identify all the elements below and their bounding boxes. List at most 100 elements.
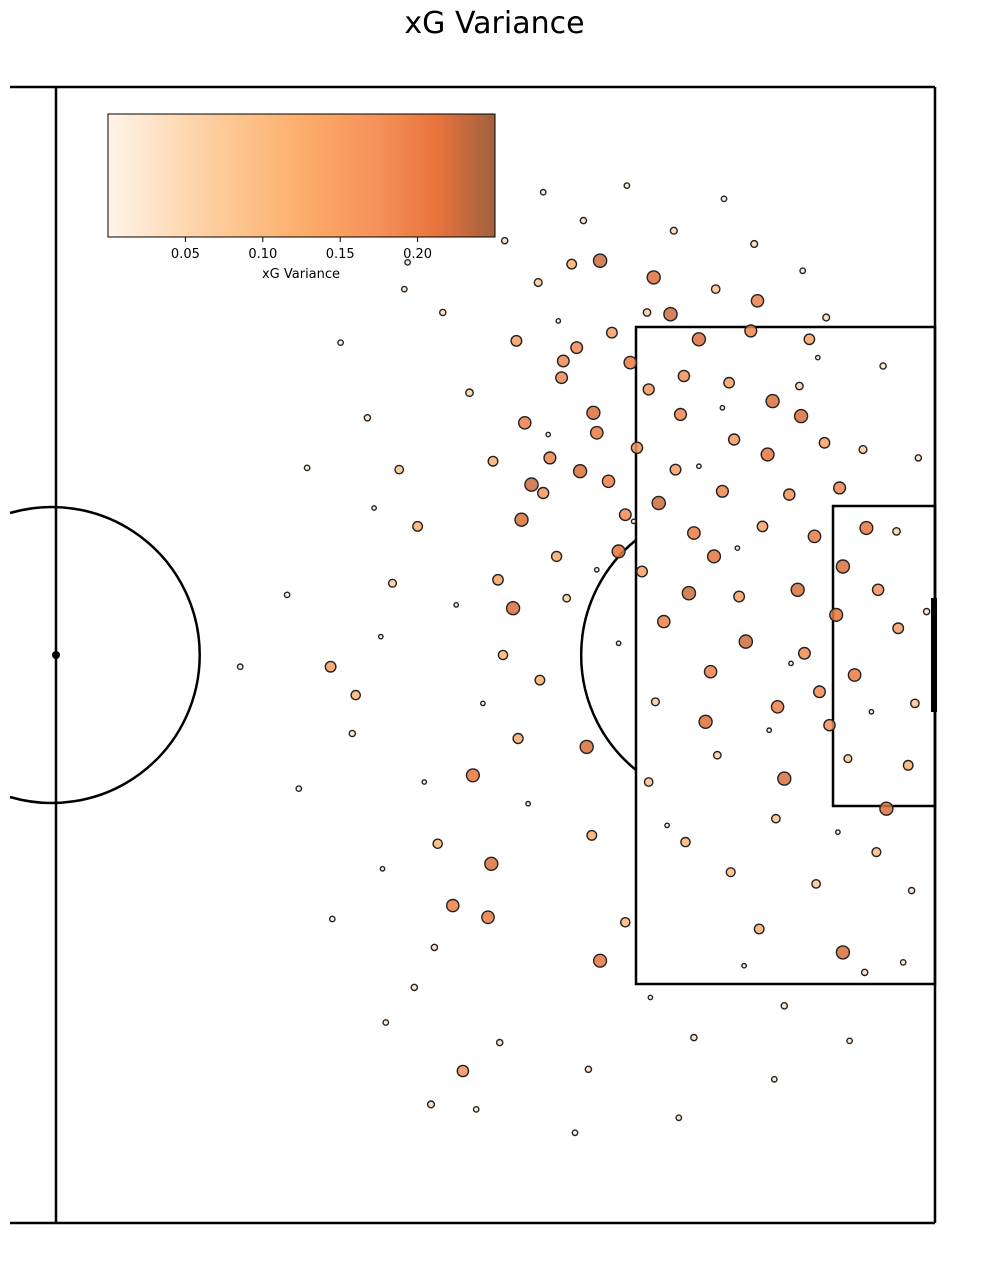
football-pitch	[9, 85, 937, 1225]
shot-point	[868, 708, 875, 715]
shot-point	[400, 285, 408, 293]
shot-point	[829, 607, 844, 623]
shot-point	[584, 1065, 593, 1074]
shot-point	[556, 354, 570, 368]
shot-point	[703, 664, 718, 679]
shot-point	[720, 195, 728, 203]
shot-point	[295, 785, 303, 792]
shot-point	[646, 270, 661, 285]
shot-point	[421, 779, 428, 785]
shot-point	[618, 508, 632, 522]
shot-point	[677, 369, 691, 383]
shot-point	[698, 714, 713, 729]
penalty-arc	[579, 539, 637, 771]
shot-point	[771, 813, 781, 824]
colorbar-gradient	[107, 113, 496, 238]
shot-point	[765, 393, 780, 409]
shot-point	[847, 668, 862, 682]
shot-point	[753, 923, 765, 935]
shot-point	[879, 801, 894, 816]
shot-point	[630, 518, 637, 525]
colorbar-tick-label: 0.05	[171, 247, 200, 262]
shot-point	[492, 573, 504, 586]
shot-point	[879, 362, 887, 370]
shot-point	[412, 520, 424, 532]
shot-point	[795, 381, 804, 391]
shot-point	[404, 258, 411, 266]
shot-point	[525, 800, 531, 807]
shot-point	[738, 634, 754, 649]
shot-point	[387, 578, 398, 588]
colorbar: 0.05 0.10 0.15 0.20 xG Variance	[107, 113, 496, 282]
shot-point	[669, 463, 682, 476]
shot-point	[533, 277, 543, 288]
shot-point	[611, 544, 626, 559]
shot-point	[487, 455, 499, 467]
shot-point	[615, 640, 622, 647]
shot-point	[539, 188, 547, 196]
shot-point	[750, 239, 759, 249]
shot-point	[859, 520, 874, 536]
shot-point	[579, 216, 588, 225]
shot-point	[479, 700, 486, 707]
shot-point	[453, 602, 460, 608]
shot-point	[673, 407, 688, 422]
shot-point	[236, 663, 244, 671]
shot-point	[696, 463, 702, 470]
shot-point	[783, 488, 796, 501]
shot-point	[788, 660, 794, 667]
shot-point	[687, 526, 701, 540]
shot-point	[741, 962, 747, 969]
shot-point	[770, 700, 785, 714]
shot-point	[807, 529, 822, 544]
shot-point	[394, 464, 405, 475]
shot-point	[793, 408, 809, 424]
shot-point	[570, 341, 584, 355]
shot-point	[902, 759, 914, 771]
shot-point	[324, 660, 337, 673]
shot-point	[823, 718, 836, 732]
shot-point	[892, 622, 905, 635]
shot-point	[922, 607, 931, 616]
shot-point	[379, 865, 386, 872]
shot-point	[426, 1100, 436, 1109]
shot-point	[537, 486, 550, 500]
shot-point	[350, 689, 362, 701]
shot-point	[465, 768, 481, 783]
shot-point	[860, 968, 869, 977]
shot-point	[592, 953, 608, 968]
shot-point	[681, 585, 697, 601]
colorbar-ticks: 0.05 0.10 0.15 0.20	[171, 237, 432, 262]
shot-point	[586, 829, 598, 841]
shot-point	[363, 413, 372, 422]
shot-point	[438, 308, 447, 317]
shot-point	[803, 333, 816, 346]
shot-point	[822, 313, 831, 322]
shot-point	[814, 354, 821, 361]
shot-point	[510, 334, 523, 347]
shot-point	[680, 836, 691, 848]
shot-point	[835, 559, 851, 574]
colorbar-label: xG Variance	[262, 267, 340, 282]
shot-point	[858, 444, 868, 455]
colorbar-tick-label: 0.20	[403, 247, 432, 262]
shot-point	[512, 732, 524, 745]
shot-point	[589, 425, 604, 440]
shot-point	[813, 685, 827, 699]
penalty-area	[634, 325, 937, 986]
shot-point	[899, 959, 907, 966]
shot-point	[534, 674, 546, 686]
shot-point	[636, 565, 649, 578]
shot-point	[303, 464, 311, 472]
shot-point	[733, 590, 746, 603]
shot-point	[907, 886, 916, 895]
shot-point	[566, 258, 578, 270]
shot-point	[518, 415, 532, 430]
shot-point	[555, 371, 569, 385]
shot-point	[723, 376, 735, 389]
shot-point	[690, 1033, 698, 1042]
shot-point	[818, 436, 831, 449]
shot-point	[843, 753, 853, 764]
shot-point	[571, 1129, 579, 1137]
